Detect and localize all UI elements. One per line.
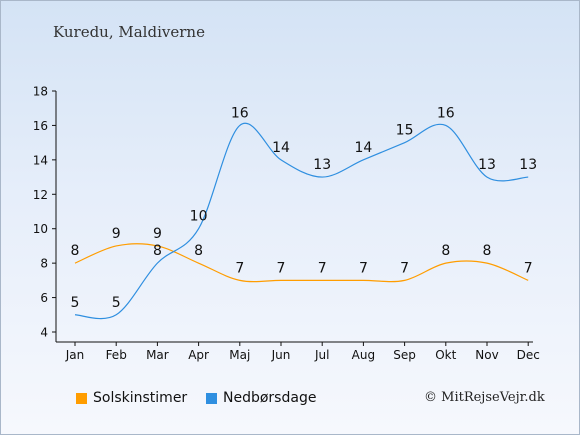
copyright: © MitRejseVejr.dk <box>424 390 545 405</box>
data-label: 8 <box>194 243 203 259</box>
data-label: 8 <box>153 243 162 259</box>
data-label: 7 <box>359 260 368 276</box>
x-tick-label: Maj <box>229 348 250 362</box>
data-label: 7 <box>524 260 533 276</box>
series-line-1 <box>74 122 529 320</box>
y-tick-label: 8 <box>40 257 48 271</box>
data-label: 14 <box>272 140 290 156</box>
series-group <box>74 122 529 320</box>
data-label: 7 <box>400 260 409 276</box>
y-tick-label: 14 <box>33 153 48 167</box>
data-label: 13 <box>519 157 537 173</box>
chart-title: Kuredu, Maldiverne <box>53 23 205 41</box>
data-label: 10 <box>190 209 208 225</box>
data-label: 8 <box>483 243 492 259</box>
x-tick-label: Apr <box>188 348 209 362</box>
data-label: 13 <box>313 157 331 173</box>
data-label: 9 <box>112 226 121 242</box>
x-tick-label: Aug <box>352 348 375 362</box>
data-label: 8 <box>441 243 450 259</box>
y-tick-label: 16 <box>33 119 48 133</box>
x-tick-label: Mar <box>146 348 169 362</box>
data-label: 16 <box>437 105 455 121</box>
data-label: 14 <box>354 140 372 156</box>
x-tick-label: Dec <box>517 348 540 362</box>
data-label: 5 <box>71 295 80 311</box>
data-label: 5 <box>112 295 121 311</box>
x-tick-label: Feb <box>106 348 127 362</box>
y-tick-label: 18 <box>33 85 48 99</box>
data-label: 9 <box>153 226 162 242</box>
y-tick-label: 12 <box>33 188 48 202</box>
data-label: 7 <box>277 260 286 276</box>
legend-label-rain-days: Nedbørsdage <box>223 390 317 406</box>
axes: 4 6 8 10 12 14 16 18 Jan Feb Mar Apr Maj Jun Jul Aug Sep… <box>33 85 540 363</box>
legend-swatch-sunshine <box>76 392 87 404</box>
data-label: 15 <box>396 123 414 139</box>
x-tick-label: Jul <box>314 348 329 362</box>
legend-swatch-rain-days <box>206 392 217 404</box>
y-tick-label: 10 <box>33 222 48 236</box>
x-tick-label: Jan <box>65 348 85 362</box>
legend-item-sunshine: Solskinstimer <box>76 390 187 406</box>
data-label: 13 <box>478 157 496 173</box>
legend-label-sunshine: Solskinstimer <box>93 390 188 406</box>
data-label: 8 <box>71 243 80 259</box>
y-tick-label: 4 <box>40 326 48 340</box>
series-line-0 <box>74 243 529 283</box>
data-label: 7 <box>235 260 244 276</box>
x-tick-label: Nov <box>475 348 498 362</box>
data-label: 16 <box>231 105 249 121</box>
x-tick-label: Jun <box>271 348 291 362</box>
data-label: 7 <box>318 260 327 276</box>
x-tick-label: Okt <box>435 348 456 362</box>
legend-item-rain-days: Nedbørsdage <box>206 390 316 406</box>
x-tick-label: Sep <box>393 348 416 362</box>
y-tick-label: 6 <box>40 291 48 305</box>
